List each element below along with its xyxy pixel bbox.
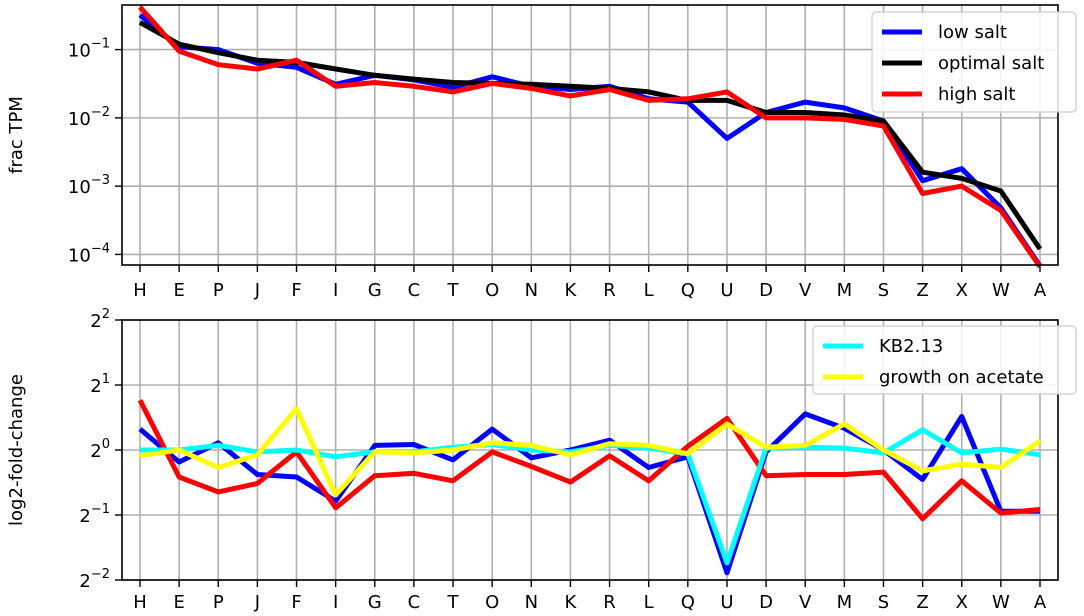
legend-box [812,325,1077,395]
x-tick-label: N [525,280,538,301]
x-tick-label: F [291,592,301,613]
x-tick-label: V [799,280,812,301]
series-line-growth-on-acetate [139,406,1042,498]
x-tick-label: H [133,280,147,301]
x-tick-label: T [447,592,460,613]
x-tick-label: O [485,592,499,613]
legend-entry: optimal salt [938,53,1044,74]
y-tick-label: 10−2 [68,105,110,130]
y-tick-label: 21 [90,372,110,397]
x-tick-label: J [254,592,260,613]
panel-top: H E P J F I G C T O N K R L Q U D V M S Z X W A 10−1 10−2 10−3 10−4… [6,4,1077,301]
x-tick-label: P [213,280,224,301]
x-tick-label: F [291,280,301,301]
x-tick-label: W [992,592,1010,613]
y-tick-label: 10−1 [68,37,110,62]
legend: low salt optimal salt high salt [871,11,1077,113]
x-tick-label: V [799,592,812,613]
x-tick-label: Z [916,280,928,301]
x-tick-label: G [368,592,382,613]
x-tick-label: I [333,280,338,301]
y-tick-label: 22 [90,307,110,332]
x-tick-label: T [447,280,460,301]
x-tick-label: C [408,592,421,613]
x-tick-label: S [878,280,889,301]
x-tick-label: M [837,280,853,301]
x-tick-label: M [837,592,853,613]
x-tick-label: J [254,280,260,301]
legend: KB2.13 growth on acetate [812,325,1077,395]
x-tick-label: N [525,592,538,613]
legend-entry: low salt [938,22,1007,43]
panel-bottom: H E P J F I G C T O N K R L Q U D V M S Z X W A 22 21 20 2−1 2−2 log2… [6,307,1077,613]
x-tick-label: R [603,592,616,613]
x-tick-label: S [878,592,889,613]
legend-entry: KB2.13 [879,336,943,357]
legend-box [871,11,1077,113]
x-tick-label: O [485,280,499,301]
x-tick-label: G [368,280,382,301]
y-tick-label: 2−2 [79,567,110,592]
x-tick-label: L [644,592,654,613]
y-axis-label: frac TPM [6,96,27,174]
x-tick-label: E [173,592,184,613]
x-tick-label: X [956,592,968,613]
series-line-high-salt [138,5,1043,269]
axes-frame [121,4,1059,266]
x-tick-label: R [603,280,616,301]
x-tick-label: X [956,280,968,301]
x-tick-label: U [720,280,733,301]
x-tick-label: A [1034,592,1047,613]
x-tick-label: Q [681,592,695,613]
x-tick-label: I [333,592,338,613]
x-tick-label: L [644,280,654,301]
series-line-unnamed-1 [137,399,1041,522]
x-tick-label: E [173,280,184,301]
x-tick-label: K [565,280,578,301]
y-tick-label: 20 [90,437,110,462]
x-tick-label: A [1034,280,1047,301]
x-tick-label: K [565,592,578,613]
x-tick-label: C [408,280,421,301]
legend-entry: high salt [938,84,1015,105]
legend-entry: growth on acetate [879,367,1044,388]
x-tick-label: Z [916,592,928,613]
x-tick-label: D [759,592,773,613]
x-tick-label: U [720,592,733,613]
x-tick-label: H [133,592,147,613]
x-tick-label: P [213,592,224,613]
x-tick-label: D [759,280,773,301]
x-tick-label: Q [681,280,695,301]
y-axis-label: log2-fold-change [6,374,27,526]
y-tick-label: 10−4 [68,241,110,266]
x-tick-label: W [992,280,1010,301]
y-tick-label: 10−3 [68,173,110,198]
y-tick-label: 2−1 [79,502,110,527]
